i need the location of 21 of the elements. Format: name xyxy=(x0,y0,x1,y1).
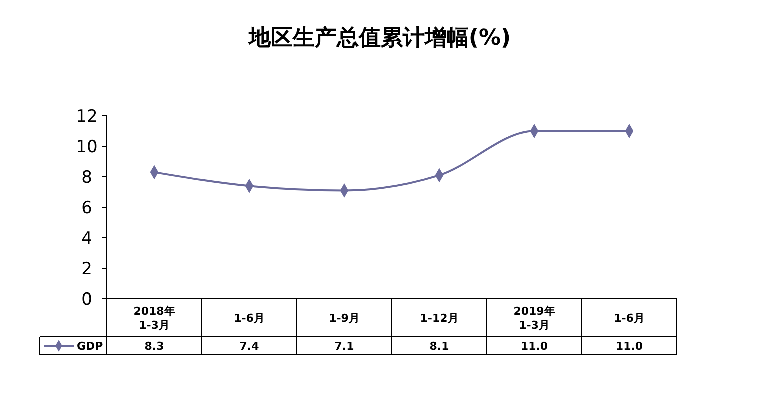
y-tick-label: 2 xyxy=(82,259,92,280)
data-label: 11.0 xyxy=(520,340,548,353)
data-label: 11.0 xyxy=(616,340,644,353)
x-tick-label: 2019年 1-3月 xyxy=(514,304,556,332)
y-tick-label: 0 xyxy=(82,290,92,310)
legend-label: GDP xyxy=(77,340,104,353)
chart-title: 地区生产总值累计增幅(%) xyxy=(248,25,512,51)
y-tick-label: 6 xyxy=(82,198,92,218)
x-tick-label: 1-12月 xyxy=(420,312,459,325)
x-tick-label: 1-6月 xyxy=(234,312,265,325)
x-tick-label: 2018年 1-3月 xyxy=(134,304,176,332)
x-tick-label: 1-6月 xyxy=(614,312,645,325)
y-tick-label: 10 xyxy=(76,137,98,158)
data-label: 7.4 xyxy=(240,340,260,353)
y-tick-label: 8 xyxy=(82,168,92,188)
x-tick-label: 1-9月 xyxy=(329,312,360,325)
data-label: 8.1 xyxy=(430,340,450,353)
data-label: 7.1 xyxy=(334,340,354,353)
y-tick-label: 12 xyxy=(76,106,98,127)
y-tick-label: 4 xyxy=(82,228,92,249)
data-label: 8.3 xyxy=(144,340,164,353)
